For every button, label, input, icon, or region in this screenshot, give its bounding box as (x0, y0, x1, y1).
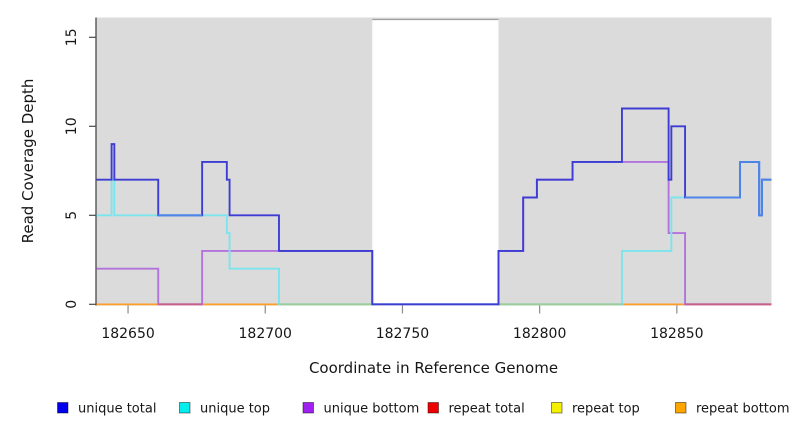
series-layer (96, 107, 772, 306)
legend-swatch (427, 402, 439, 414)
legend: unique total unique top unique bottom re… (57, 402, 790, 417)
legend-label: unique bottom (324, 402, 420, 417)
x-tick-label: 182650 (101, 326, 154, 342)
series-line-unique-total-overlap (685, 160, 772, 217)
legend-item-repeat-top: repeat top (551, 402, 640, 417)
legend-label: unique total (78, 402, 156, 417)
legend-label: repeat total (449, 402, 525, 417)
legend-label: repeat top (572, 402, 640, 417)
plot-background-layer (96, 17, 772, 306)
legend-item-repeat-bottom: repeat bottom (675, 402, 790, 417)
y-tick-label: 15 (64, 28, 80, 46)
y-tick-label: 10 (64, 117, 80, 135)
legend-item-unique-bottom: unique bottom (302, 402, 420, 417)
x-tick-label: 182850 (650, 326, 703, 342)
x-axis-title: Coordinate in Reference Genome (309, 359, 558, 377)
x-tick-label: 182750 (376, 326, 429, 342)
legend-swatch (302, 402, 314, 414)
legend-label: unique top (200, 402, 270, 417)
x-tick-label: 182800 (513, 326, 566, 342)
legend-item-unique-total: unique total (57, 402, 156, 417)
y-axis-title: Read Coverage Depth (19, 79, 37, 244)
y-tick-label: 0 (64, 300, 80, 309)
legend-label: repeat bottom (696, 402, 790, 417)
masked-gap-region (372, 19, 499, 306)
legend-item-repeat-total: repeat total (427, 402, 525, 417)
x-tick-label: 182700 (239, 326, 292, 342)
legend-swatch (551, 402, 563, 414)
legend-swatch (57, 402, 69, 414)
legend-swatch (675, 402, 687, 414)
y-tick-label: 5 (64, 211, 80, 220)
legend-swatch (179, 402, 191, 414)
legend-item-unique-top: unique top (179, 402, 270, 417)
axes-layer: 0 5 10 15 182650 182700 182750 182800 182850 (64, 17, 704, 342)
